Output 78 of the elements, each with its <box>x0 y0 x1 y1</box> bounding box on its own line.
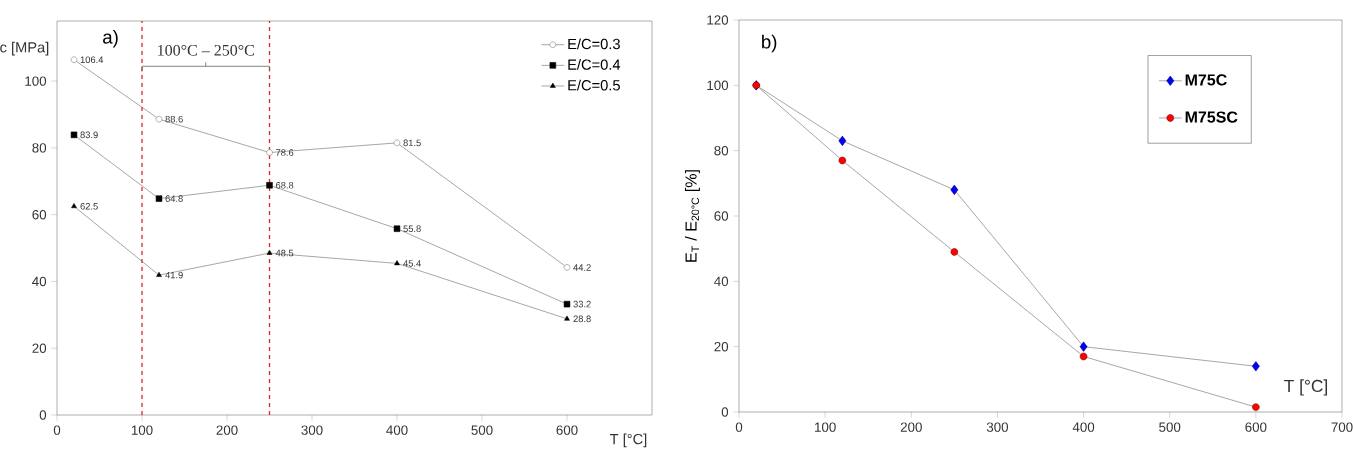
legend-label: E/C=0.5 <box>568 79 620 91</box>
x-tick-label: 100 <box>815 422 836 432</box>
data-label: 68.8 <box>276 181 294 189</box>
x-tick-label: 0 <box>53 425 61 435</box>
x-tick-label: 0 <box>735 422 743 432</box>
y-tick-label: 100 <box>707 80 729 91</box>
legend-label: E/C=0.3 <box>568 38 620 50</box>
data-label: 78.6 <box>276 149 294 156</box>
point <box>1251 361 1260 372</box>
x-tick-label: 600 <box>556 425 578 435</box>
data-label: 28.8 <box>573 315 591 323</box>
point <box>950 248 959 256</box>
point <box>838 156 847 165</box>
data-label: 55.8 <box>403 225 421 232</box>
y-tick-label: 60 <box>714 211 729 221</box>
data-label: 81.5 <box>403 139 421 147</box>
point <box>266 249 273 255</box>
point <box>1079 352 1088 361</box>
point <box>1079 341 1088 352</box>
legend-label: E/C=0.4 <box>568 59 621 70</box>
point <box>394 260 400 266</box>
legend-label: M75C <box>1185 74 1227 86</box>
x-tick-label: 400 <box>386 425 408 435</box>
data-label: 106.4 <box>80 56 104 64</box>
annotation: 100°C – 250°C <box>158 44 254 56</box>
point <box>155 195 163 202</box>
x-tick-label: 100 <box>131 425 153 435</box>
x-tick-label: 700 <box>1331 422 1353 432</box>
point <box>155 115 163 123</box>
point <box>70 131 78 139</box>
x-tick-label: 500 <box>1159 422 1181 432</box>
x-tick-label: 400 <box>1072 422 1095 432</box>
point <box>564 315 570 321</box>
point <box>1252 403 1260 411</box>
point <box>71 203 77 209</box>
point <box>563 300 571 308</box>
y-tick-label: 0 <box>721 407 729 417</box>
x-tick-label: 300 <box>986 422 1009 432</box>
y-tick-label: 80 <box>714 145 729 156</box>
y-tick-label: 20 <box>32 343 47 353</box>
x-tick-label: 300 <box>301 425 323 435</box>
y-axis-title: c [MPa] <box>0 41 49 56</box>
point <box>70 56 78 63</box>
y-tick-label: 80 <box>32 143 47 153</box>
x-axis-title: T [°C] <box>609 433 647 448</box>
data-label: 83.9 <box>80 131 98 139</box>
data-label: 62.5 <box>80 203 98 210</box>
y-tick-label: 40 <box>714 276 729 287</box>
y-tick-label: 40 <box>32 276 47 287</box>
y-axis-title: E$_{T}$ / E$_{20°C}$ [%] <box>684 170 700 262</box>
legend-label: M75SC <box>1185 111 1238 123</box>
point <box>156 271 162 277</box>
data-label: 45.4 <box>403 260 421 267</box>
annotation: b) <box>762 34 777 53</box>
point <box>950 184 959 195</box>
data-label: 41.9 <box>165 271 183 279</box>
data-label: 64.8 <box>165 195 183 202</box>
data-label: 44.2 <box>573 264 591 271</box>
y-tick-label: 0 <box>39 410 47 420</box>
x-tick-label: 600 <box>1245 422 1267 432</box>
x-tick-label: 500 <box>471 425 493 435</box>
y-tick-label: 100 <box>25 76 47 86</box>
y-tick-label: 120 <box>707 15 729 25</box>
point <box>266 182 273 189</box>
y-tick-label: 60 <box>32 209 47 220</box>
x-tick-label: 200 <box>900 422 922 432</box>
data-label: 33.2 <box>573 300 591 308</box>
point <box>393 139 401 147</box>
y-tick-label: 20 <box>714 341 729 352</box>
point <box>393 225 401 232</box>
data-label: 48.5 <box>275 249 294 257</box>
point <box>266 149 273 156</box>
point <box>838 135 847 146</box>
point <box>563 264 571 271</box>
x-axis-title: T [°C] <box>1284 379 1327 396</box>
x-tick-label: 200 <box>216 425 238 435</box>
annotation: a) <box>103 30 118 48</box>
data-label: 88.6 <box>165 115 183 123</box>
